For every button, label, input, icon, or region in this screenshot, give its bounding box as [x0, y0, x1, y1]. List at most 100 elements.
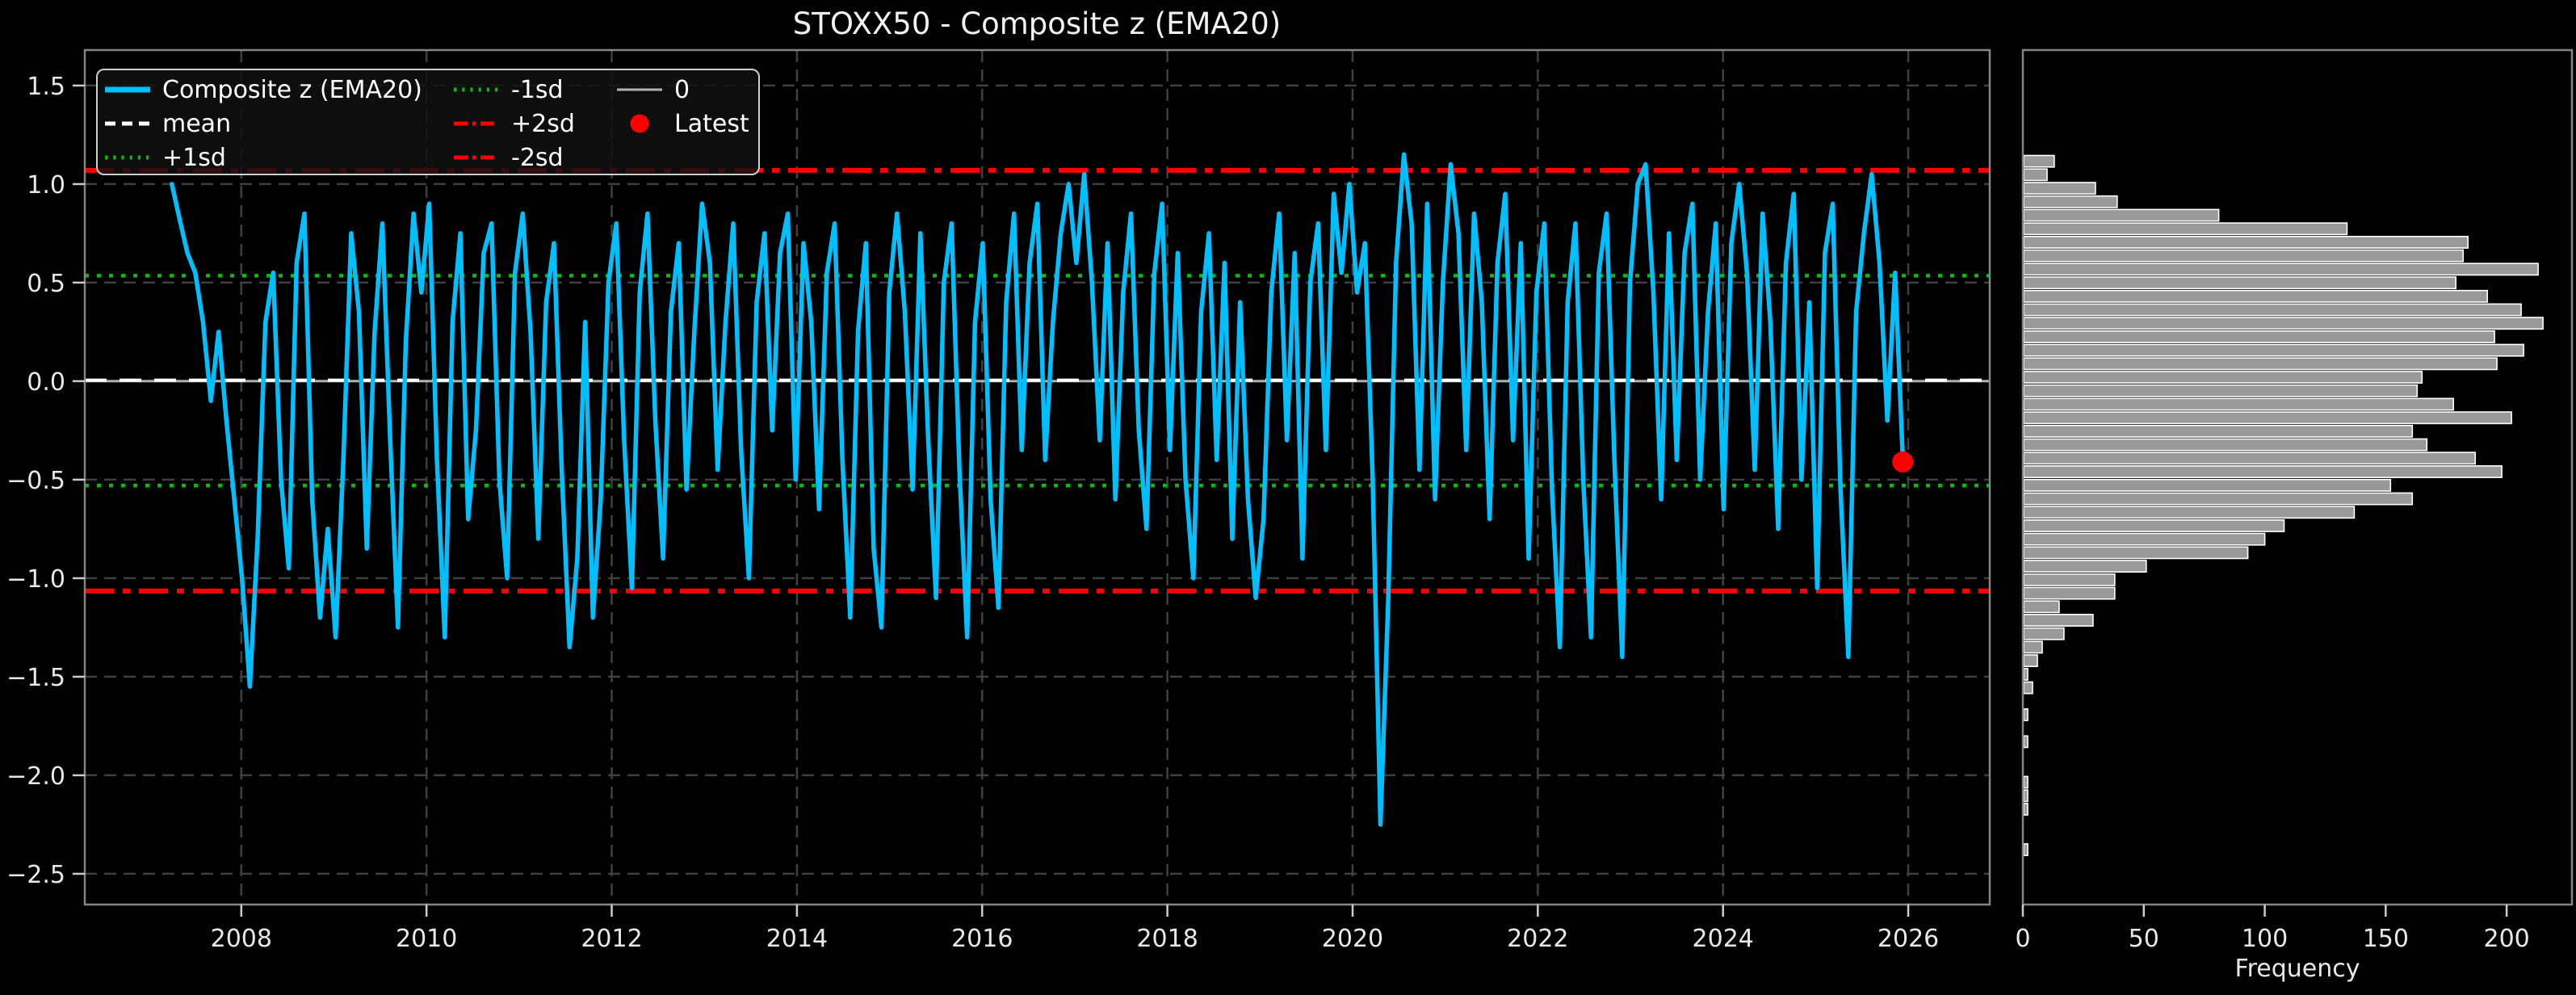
legend-column-1: Composite z (EMA20) mean +1sd — [104, 73, 422, 174]
histogram-bar — [2023, 627, 2065, 640]
histogram-bar — [2023, 384, 2419, 397]
legend-label: Latest — [674, 109, 749, 138]
axis-ticks-and-labels: 2008 2010 2012 2014 2016 2018 2020 2022 2024 2026… — [6, 73, 2530, 953]
histogram-bar — [2023, 411, 2512, 425]
latest-dot — [1892, 451, 1914, 472]
histogram-bar — [2023, 371, 2423, 384]
tick-label: −2.0 — [6, 762, 65, 791]
plus2sd-line-swatch-icon — [453, 114, 500, 133]
tick-label: 150 — [2363, 925, 2409, 953]
histogram-bar — [2023, 586, 2116, 600]
histogram-bar — [2023, 478, 2392, 492]
histogram-bar — [2023, 532, 2266, 546]
tick-label: −0.5 — [6, 467, 65, 495]
histogram-bar — [2023, 303, 2522, 317]
histogram-bar — [2023, 573, 2116, 586]
legend: Composite z (EMA20) mean +1sd -1sd +2sd — [96, 69, 760, 175]
histogram-bar — [2023, 707, 2028, 721]
latest-dot-swatch-icon — [616, 114, 663, 133]
legend-item-minus2sd: -2sd — [453, 141, 575, 174]
histogram-bar — [2023, 506, 2356, 519]
histogram-bar — [2023, 249, 2464, 262]
histogram-axes-spine — [2021, 48, 2574, 906]
histogram-bar — [2023, 613, 2094, 627]
histogram-bar — [2023, 681, 2033, 695]
tick-label: 1.5 — [27, 73, 65, 101]
legend-label: Composite z (EMA20) — [162, 75, 422, 104]
tick-label: 1.0 — [27, 171, 65, 199]
legend-label: +2sd — [511, 109, 575, 138]
tick-label: 0.5 — [27, 270, 65, 298]
tick-label: 0.0 — [27, 368, 65, 397]
zero-line-swatch-icon — [616, 80, 663, 99]
histogram-bar — [2023, 182, 2096, 195]
histogram-bar — [2023, 735, 2028, 749]
tick-label: 2010 — [396, 925, 457, 953]
histogram-bar — [2023, 235, 2469, 249]
histogram-bar — [2023, 424, 2414, 438]
legend-item-minus1sd: -1sd — [453, 73, 575, 107]
histogram-bar — [2023, 289, 2488, 303]
composite-line-swatch-icon — [104, 80, 151, 99]
histogram-bar — [2023, 546, 2249, 560]
histogram-bars — [2023, 154, 2544, 857]
tick-label: 2018 — [1136, 925, 1198, 953]
legend-label: -1sd — [511, 75, 564, 104]
histogram-bar — [2023, 195, 2118, 208]
composite-line — [170, 152, 1906, 827]
histogram-bar — [2023, 789, 2028, 803]
tick-label: 2008 — [211, 925, 272, 953]
histogram-bar — [2023, 438, 2428, 451]
histogram-bar — [2023, 775, 2028, 789]
tick-label: 2022 — [1507, 925, 1568, 953]
histogram-bar — [2023, 343, 2524, 357]
histogram-bar — [2023, 168, 2048, 182]
histogram-bar — [2023, 154, 2055, 168]
legend-label: -2sd — [511, 143, 564, 172]
tick-label: 2020 — [1322, 925, 1383, 953]
histogram-bar — [2023, 317, 2544, 330]
legend-column-2: -1sd +2sd -2sd — [453, 73, 575, 174]
axes-spines — [83, 48, 2574, 906]
legend-item-latest: Latest — [616, 107, 749, 141]
tick-label: 2014 — [766, 925, 828, 953]
histogram-bar — [2023, 492, 2414, 506]
legend-item-composite: Composite z (EMA20) — [104, 73, 422, 107]
histogram-bar — [2023, 802, 2028, 816]
histogram-bar — [2023, 222, 2348, 236]
histogram-bar — [2023, 654, 2038, 668]
tick-label: 2026 — [1877, 925, 1939, 953]
legend-label: 0 — [674, 75, 690, 104]
histogram-bar — [2023, 330, 2495, 343]
minus1sd-line-swatch-icon — [453, 80, 500, 99]
tick-label: 2024 — [1693, 925, 1754, 953]
histogram-bar — [2023, 843, 2028, 857]
histogram-bar — [2023, 640, 2043, 654]
tick-label: −2.5 — [6, 861, 65, 889]
histogram-bar — [2023, 262, 2539, 276]
legend-label: +1sd — [162, 143, 226, 172]
tick-label: 50 — [2129, 925, 2159, 953]
legend-item-zero: 0 — [616, 73, 749, 107]
composite-z-series — [170, 152, 1906, 827]
latest-marker — [1892, 451, 1914, 472]
page-title: STOXX50 - Composite z (EMA20) — [792, 6, 1282, 41]
histogram-xlabel: Frequency — [2234, 955, 2360, 983]
tick-label: 2016 — [951, 925, 1013, 953]
tick-label: 2012 — [581, 925, 642, 953]
tick-label: 200 — [2483, 925, 2529, 953]
histogram-bar — [2023, 560, 2147, 573]
histogram-bar — [2023, 465, 2503, 479]
legend-item-plus2sd: +2sd — [453, 107, 575, 141]
tick-label: 100 — [2242, 925, 2288, 953]
main-axes-spine — [83, 48, 1991, 906]
histogram-bar — [2023, 600, 2060, 614]
plus1sd-line-swatch-icon — [104, 148, 151, 167]
legend-label: mean — [162, 109, 232, 138]
histogram-bar — [2023, 397, 2454, 411]
legend-item-mean: mean — [104, 107, 422, 141]
histogram-bar — [2023, 451, 2476, 465]
tick-label: −1.5 — [6, 664, 65, 692]
